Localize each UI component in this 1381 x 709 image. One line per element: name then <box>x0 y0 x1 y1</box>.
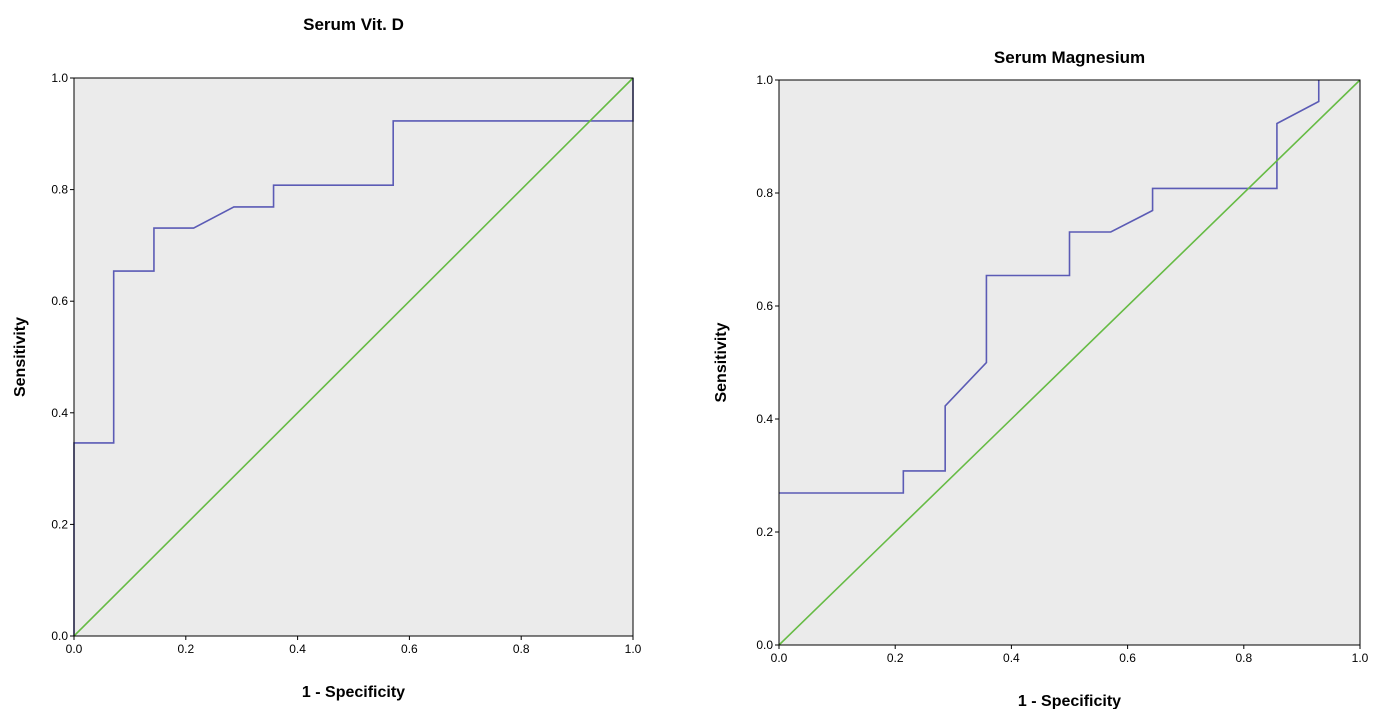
x-tick-label: 0.8 <box>1235 651 1252 665</box>
y-tick-label: 0.6 <box>51 294 68 308</box>
x-tick-label: 1.0 <box>625 642 642 656</box>
x-tick-label: 0.6 <box>1119 651 1136 665</box>
y-tick-label: 0.0 <box>51 629 68 643</box>
x-tick-label: 0.8 <box>513 642 530 656</box>
reference-diagonal-line <box>778 79 1361 646</box>
x-tick-label: 0.4 <box>289 642 306 656</box>
y-tick-label: 0.2 <box>51 517 68 531</box>
x-tick-label: 0.0 <box>66 642 83 656</box>
y-tick-label: 1.0 <box>51 71 68 85</box>
chart-title: Serum Magnesium <box>994 48 1145 67</box>
x-tick-label: 0.0 <box>771 651 788 665</box>
x-axis-label: 1 - Specificity <box>1018 693 1121 709</box>
y-tick-label: 0.4 <box>756 412 773 426</box>
x-tick-label: 1.0 <box>1352 651 1369 665</box>
y-tick-label: 0.6 <box>756 299 773 313</box>
chart-title: Serum Vit. D <box>303 15 404 34</box>
y-tick-label: 0.4 <box>51 406 68 420</box>
reference-diagonal-line <box>73 77 634 637</box>
y-tick-label: 0.2 <box>756 525 773 539</box>
roc-curve-line <box>779 80 1320 494</box>
chart-1: 0.0 0.2 0.4 0.6 0.8 1.0 0.0 0.2 0.4 0.6 0.8 1.0 Seru… <box>12 15 642 701</box>
x-tick-label: 0.2 <box>887 651 904 665</box>
y-tick-label: 1.0 <box>756 73 773 87</box>
y-axis-label: Sensitivity <box>713 322 730 402</box>
plot-frame <box>778 79 1361 646</box>
y-tick-label: 0.8 <box>51 183 68 197</box>
y-axis-label: Sensitivity <box>12 317 29 397</box>
y-tick-label: 0.0 <box>756 638 773 652</box>
roc-curve-line <box>73 78 634 636</box>
y-tick-label: 0.8 <box>756 186 773 200</box>
x-tick-label: 0.6 <box>401 642 418 656</box>
x-tick-label: 0.4 <box>1003 651 1020 665</box>
x-tick-label: 0.2 <box>177 642 194 656</box>
plot-frame <box>73 77 634 637</box>
chart-2: 0.0 0.2 0.4 0.6 0.8 1.0 0.0 0.2 0.4 0.6 0.8 1.0 Seru… <box>713 48 1369 709</box>
x-axis-label: 1 - Specificity <box>302 684 405 701</box>
